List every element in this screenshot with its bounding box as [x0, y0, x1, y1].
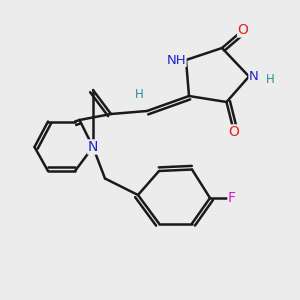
Text: N: N [88, 140, 98, 154]
Text: O: O [229, 125, 239, 139]
Text: NH: NH [167, 53, 186, 67]
Text: O: O [238, 23, 248, 37]
Text: H: H [135, 88, 144, 101]
Text: H: H [266, 73, 274, 86]
Text: N: N [249, 70, 259, 83]
Text: F: F [228, 191, 236, 205]
